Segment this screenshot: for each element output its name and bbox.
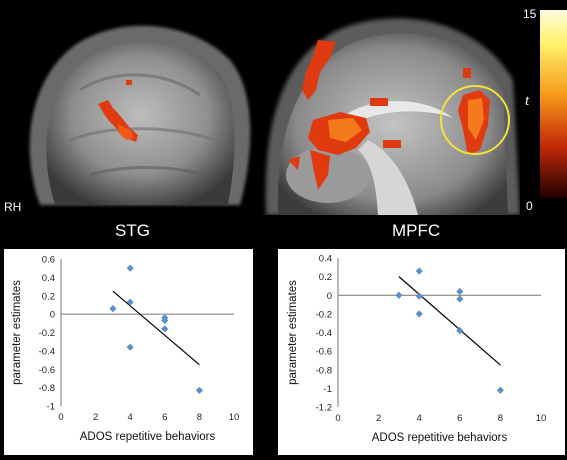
y-tick-label: 0.2 xyxy=(42,291,55,302)
data-point xyxy=(126,298,134,306)
hemisphere-label: RH xyxy=(4,200,22,214)
y-axis-label: parameter estimates xyxy=(11,280,23,385)
data-point xyxy=(415,292,423,300)
y-tick-label: 0.4 xyxy=(42,273,55,284)
data-point xyxy=(456,287,464,296)
data-point xyxy=(109,305,117,313)
y-tick-label: -0.2 xyxy=(39,328,55,339)
x-tick-label: 2 xyxy=(376,413,381,424)
y-tick-label: -0.8 xyxy=(39,383,55,394)
y-tick-label: -0.6 xyxy=(39,365,55,376)
roi-circle xyxy=(440,85,510,155)
y-tick-label: 0.2 xyxy=(319,272,332,283)
stg-title: STG xyxy=(115,221,150,240)
y-tick-label: 0.6 xyxy=(42,255,55,266)
data-point xyxy=(161,325,169,333)
data-point xyxy=(195,386,203,394)
x-tick-label: 0 xyxy=(335,413,340,424)
y-tick-label: -1.2 xyxy=(316,403,332,414)
activation-cluster xyxy=(98,80,138,142)
trend-line xyxy=(112,290,200,366)
x-tick-label: 6 xyxy=(457,413,462,424)
x-tick-label: 8 xyxy=(498,413,503,424)
x-tick-label: 2 xyxy=(93,412,98,423)
y-axis-label: parameter estimates xyxy=(287,280,299,385)
x-tick-label: 4 xyxy=(128,412,133,423)
x-tick-label: 10 xyxy=(536,413,547,424)
y-tick-label: -0.6 xyxy=(316,347,332,358)
data-point xyxy=(126,264,134,272)
y-tick-label: -1 xyxy=(47,402,55,413)
y-tick-label: -0.8 xyxy=(316,365,332,376)
scatter-plot-mpfc: -1.2 -1 -0.8 -0.6 -0.4 -0.2 0 0.2 0.4 0 2 4 6 8 10 ADOS… xyxy=(278,249,565,455)
y-tick-label: -0.4 xyxy=(39,346,55,357)
y-tick-label: -0.4 xyxy=(316,328,332,339)
data-point xyxy=(496,386,504,394)
brain-image-mpfc xyxy=(258,0,520,215)
brain-image-stg: RH xyxy=(0,0,253,215)
y-tick-label: -1 xyxy=(324,384,332,395)
colorbar-min-label: 0 xyxy=(526,199,533,213)
colorbar-stat-label: t xyxy=(525,93,530,109)
x-tick-label: 6 xyxy=(162,412,167,423)
data-point xyxy=(395,291,403,299)
x-axis-label: ADOS repetitive behaviors xyxy=(372,432,508,444)
data-point xyxy=(415,267,423,275)
x-tick-label: 8 xyxy=(197,412,202,423)
data-point xyxy=(415,310,423,318)
colorbar: 15 t 0 xyxy=(520,0,567,215)
x-axis-label: ADOS repetitive behaviors xyxy=(80,431,216,443)
y-tick-label: -0.2 xyxy=(316,309,332,320)
y-tick-label: 0 xyxy=(50,310,55,321)
x-tick-label: 4 xyxy=(417,413,422,424)
colorbar-max-label: 15 xyxy=(523,7,537,21)
x-tick-label: 0 xyxy=(58,412,63,423)
y-tick-label: 0 xyxy=(327,291,332,302)
x-tick-label: 10 xyxy=(229,412,240,423)
data-point xyxy=(456,295,464,303)
scatter-plot-stg: -1 -0.8 -0.6 -0.4 -0.2 0 0.2 0.4 0.6 0 2 4 6 8 10 ADOS … xyxy=(4,249,253,455)
activation-cluster xyxy=(288,40,490,190)
trend-line xyxy=(398,276,501,366)
data-point xyxy=(126,343,134,351)
y-tick-label: 0.4 xyxy=(319,254,332,265)
mpfc-title: MPFC xyxy=(392,221,441,240)
